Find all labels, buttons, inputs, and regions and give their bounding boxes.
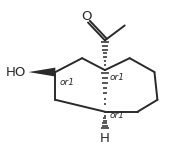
Text: or1: or1 <box>110 111 125 120</box>
Text: HO: HO <box>6 66 27 79</box>
Text: O: O <box>81 10 91 24</box>
Polygon shape <box>29 68 55 76</box>
Text: or1: or1 <box>110 73 125 82</box>
Text: H: H <box>100 131 110 145</box>
Text: or1: or1 <box>59 78 74 87</box>
